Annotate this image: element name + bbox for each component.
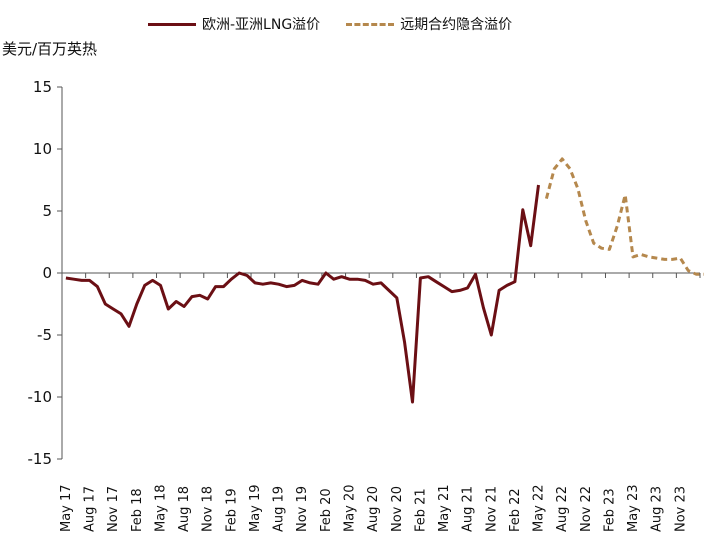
x-tick-label: Aug 18	[177, 486, 192, 532]
y-tick-label: 0	[42, 264, 52, 282]
x-tick-label: Feb 23	[602, 488, 617, 532]
x-tick-label: Nov 21	[484, 486, 499, 532]
y-tick-label: -15	[28, 450, 53, 468]
legend-swatch-dashed	[346, 22, 395, 26]
x-tick-label: Feb 20	[319, 488, 334, 532]
y-tick-label: -10	[28, 388, 53, 406]
x-tick-label: Feb 18	[130, 488, 145, 532]
x-tick-label: Nov 23	[673, 486, 688, 532]
x-tick-label: May 17	[59, 484, 74, 532]
x-tick-label: Nov 19	[295, 486, 310, 532]
x-tick-label: Feb 22	[508, 488, 523, 532]
x-tick-label: May 22	[532, 484, 547, 532]
x-tick-label: Aug 23	[650, 486, 665, 532]
x-tick-label: Aug 20	[366, 486, 381, 532]
series-line-forward	[544, 157, 704, 276]
x-tick-label: Aug 22	[555, 486, 570, 532]
x-tick-label: Aug 19	[272, 486, 287, 532]
x-tick-label: Nov 20	[390, 486, 405, 532]
y-tick-label: 15	[33, 78, 52, 96]
x-tick-label: May 18	[153, 484, 168, 532]
x-tick-label: May 19	[248, 484, 263, 532]
x-tick-label: Nov 18	[201, 486, 216, 532]
legend: 欧洲-亚洲LNG溢价 远期合约隐含溢价	[148, 14, 538, 34]
legend-item-spread: 欧洲-亚洲LNG溢价	[148, 14, 320, 34]
legend-item-forward: 远期合约隐含溢价	[346, 14, 512, 34]
y-tick-label: -5	[37, 326, 52, 344]
x-tick-label: Aug 21	[461, 486, 476, 532]
x-tick-label: Nov 22	[579, 486, 594, 532]
legend-swatch-solid	[148, 22, 196, 26]
y-axis-label: 美元/百万英热	[2, 40, 98, 58]
x-tick-label: Feb 19	[224, 488, 239, 532]
x-tick-label: Aug 17	[83, 486, 98, 532]
series-line-spread	[65, 184, 540, 404]
y-tick-label: 5	[42, 202, 52, 220]
x-tick-label: May 23	[626, 484, 641, 532]
legend-label-spread: 欧洲-亚洲LNG溢价	[202, 17, 321, 33]
x-tick-label: May 20	[342, 484, 357, 532]
x-tick-label: May 21	[437, 484, 452, 532]
legend-label-forward: 远期合约隐含溢价	[400, 17, 513, 33]
x-tick-label: Nov 17	[106, 486, 121, 532]
y-tick-label: 10	[33, 140, 52, 158]
x-tick-label: Feb 21	[413, 488, 428, 532]
